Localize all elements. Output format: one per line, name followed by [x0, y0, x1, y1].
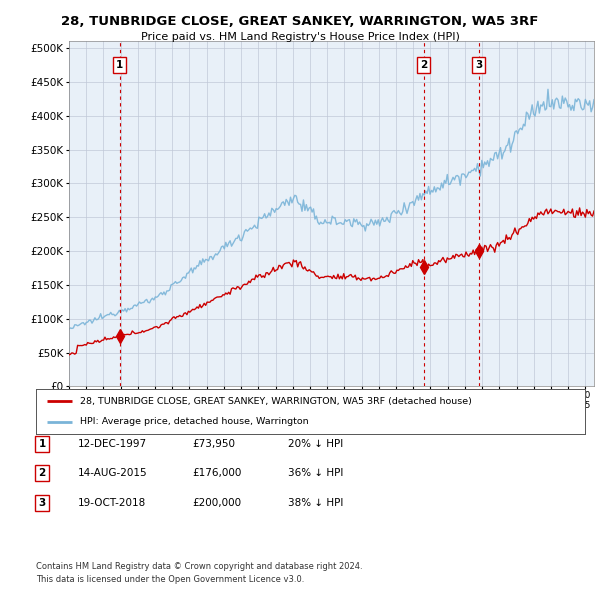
Text: 14-AUG-2015: 14-AUG-2015 [78, 468, 148, 478]
Text: 20% ↓ HPI: 20% ↓ HPI [288, 439, 343, 448]
Text: 2: 2 [421, 60, 428, 70]
Text: 28, TUNBRIDGE CLOSE, GREAT SANKEY, WARRINGTON, WA5 3RF (detached house): 28, TUNBRIDGE CLOSE, GREAT SANKEY, WARRI… [80, 397, 472, 406]
Text: This data is licensed under the Open Government Licence v3.0.: This data is licensed under the Open Gov… [36, 575, 304, 584]
Text: 19-OCT-2018: 19-OCT-2018 [78, 498, 146, 507]
Text: 1: 1 [116, 60, 124, 70]
Text: £176,000: £176,000 [192, 468, 241, 478]
Text: 2: 2 [38, 468, 46, 478]
Text: Price paid vs. HM Land Registry's House Price Index (HPI): Price paid vs. HM Land Registry's House … [140, 32, 460, 42]
Text: 3: 3 [475, 60, 482, 70]
Text: 12-DEC-1997: 12-DEC-1997 [78, 439, 147, 448]
Text: Contains HM Land Registry data © Crown copyright and database right 2024.: Contains HM Land Registry data © Crown c… [36, 562, 362, 571]
Text: HPI: Average price, detached house, Warrington: HPI: Average price, detached house, Warr… [80, 417, 308, 426]
Text: £73,950: £73,950 [192, 439, 235, 448]
Text: 36% ↓ HPI: 36% ↓ HPI [288, 468, 343, 478]
Text: 3: 3 [38, 498, 46, 507]
Text: 28, TUNBRIDGE CLOSE, GREAT SANKEY, WARRINGTON, WA5 3RF: 28, TUNBRIDGE CLOSE, GREAT SANKEY, WARRI… [61, 15, 539, 28]
Text: £200,000: £200,000 [192, 498, 241, 507]
Text: 1: 1 [38, 439, 46, 448]
Text: 38% ↓ HPI: 38% ↓ HPI [288, 498, 343, 507]
